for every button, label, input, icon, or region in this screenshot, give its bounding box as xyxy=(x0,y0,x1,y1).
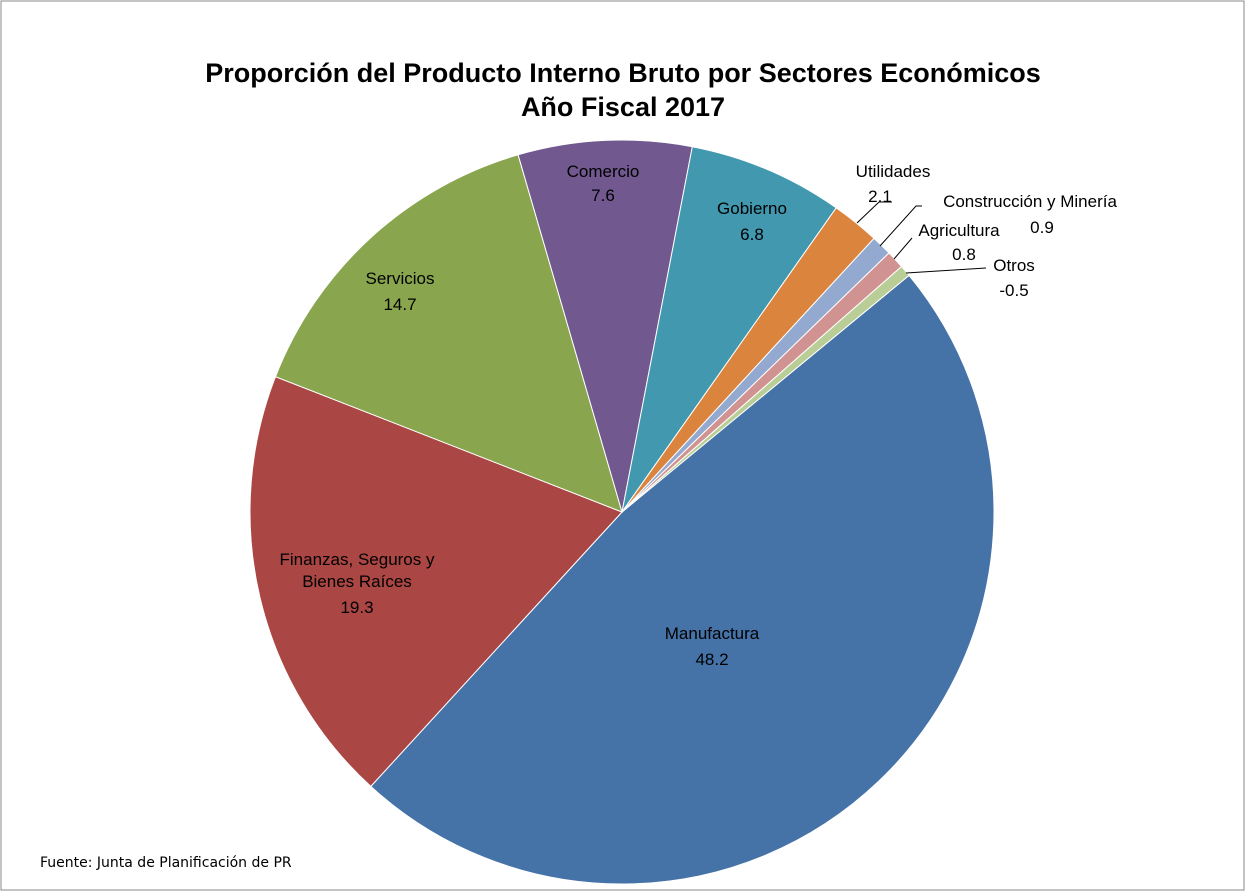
slice-label: Otros xyxy=(993,256,1035,275)
pie-slice xyxy=(274,154,623,513)
leader-line xyxy=(879,205,922,247)
source-note: Fuente: Junta de Planificación de PR xyxy=(40,855,292,871)
leader-line xyxy=(856,201,892,224)
chart-title: Proporción del Producto Interno Bruto po… xyxy=(205,58,1041,88)
pie xyxy=(249,139,995,885)
pie-slice xyxy=(621,265,910,513)
pie-slice xyxy=(621,146,837,513)
pie-slice xyxy=(249,376,623,788)
slice-label: Utilidades xyxy=(855,162,931,181)
pie-slice xyxy=(370,274,995,885)
chart-subtitle: Año Fiscal 2017 xyxy=(520,92,726,122)
pie-slice xyxy=(517,139,693,513)
slice-label: Manufactura xyxy=(664,624,760,643)
slice-label: Finanzas, Seguros y Bienes Raíces xyxy=(279,550,435,591)
leader-line xyxy=(893,237,913,260)
slice-label: Construcción y Minería xyxy=(943,192,1117,211)
value-label: 0.9 xyxy=(1030,218,1054,237)
value-label: 48.2 xyxy=(695,650,729,669)
value-label: 7.6 xyxy=(591,186,615,205)
value-label: 14.7 xyxy=(383,295,417,314)
value-label: 0.8 xyxy=(952,245,976,264)
slice-label: Servicios xyxy=(365,269,435,288)
slice-label: Comercio xyxy=(566,162,640,181)
leader-lines xyxy=(856,201,987,274)
value-label: 19.3 xyxy=(340,598,374,617)
value-label: -0.5 xyxy=(999,281,1029,300)
leader-line xyxy=(905,267,987,274)
slice-label: Agricultura xyxy=(918,221,1000,240)
value-label: 6.8 xyxy=(740,225,764,244)
slice-label: Gobierno xyxy=(717,199,787,218)
value-label: 2.1 xyxy=(868,187,892,206)
